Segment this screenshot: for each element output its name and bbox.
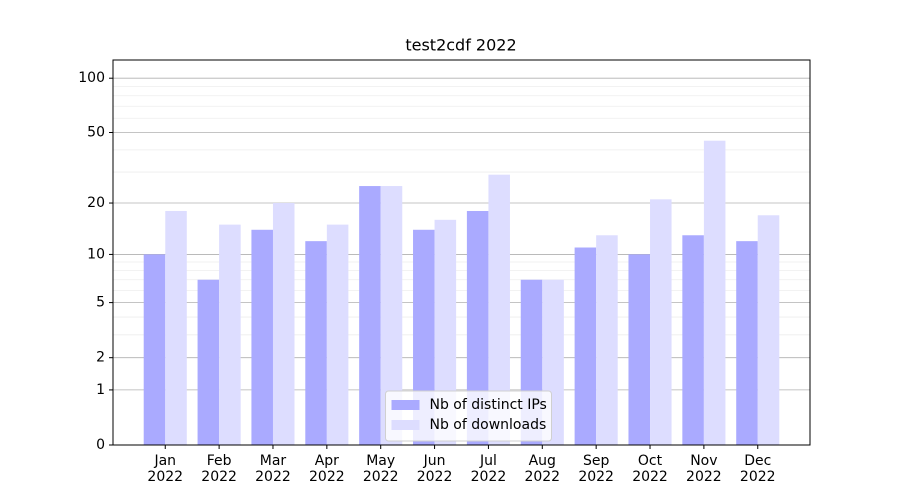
y-tick-label: 5 — [96, 295, 105, 311]
bar — [736, 241, 758, 445]
bar — [488, 174, 510, 445]
bar — [466, 210, 489, 445]
x-tick-label: May 2022 — [362, 453, 399, 485]
x-tick-label: Feb 2022 — [201, 453, 237, 485]
y-tick-label: 20 — [87, 195, 105, 211]
bar — [272, 203, 295, 445]
y-tick-label: 2 — [96, 350, 105, 366]
x-tick-label: Oct 2022 — [632, 453, 668, 485]
bar — [359, 186, 381, 445]
x-tick-label: Jan 2022 — [147, 453, 184, 485]
bar — [757, 215, 780, 445]
bar — [219, 224, 241, 445]
legend-label: Nb of downloads — [430, 417, 547, 433]
bar — [165, 210, 187, 445]
y-tick-label: 1 — [96, 382, 105, 398]
bar — [574, 247, 597, 445]
bar — [434, 219, 457, 445]
bar — [682, 235, 704, 445]
bar — [650, 199, 672, 445]
plot-frame — [112, 59, 811, 446]
bar — [596, 235, 618, 445]
bar — [305, 241, 327, 445]
legend-swatch — [391, 420, 420, 430]
y-tick-label: 100 — [78, 70, 105, 86]
bar — [326, 224, 349, 445]
legend-swatch — [391, 400, 420, 410]
x-tick-label: Nov 2022 — [686, 453, 722, 485]
x-tick-label: Sep 2022 — [578, 453, 614, 485]
legend-box — [385, 390, 552, 442]
bar — [628, 254, 651, 445]
legend-label: Nb of distinct IPs — [430, 397, 547, 413]
y-tick-label: 50 — [87, 125, 105, 141]
x-tick-label: Mar 2022 — [255, 453, 291, 485]
chart-title: test2cdf 2022 — [405, 36, 516, 55]
bar — [703, 140, 726, 445]
x-tick-label: Dec 2022 — [739, 453, 776, 485]
bar — [143, 254, 166, 445]
bar — [251, 229, 273, 445]
x-tick-label: Jun 2022 — [416, 453, 453, 485]
y-tick-label: 10 — [87, 246, 105, 262]
bar — [380, 186, 403, 445]
x-tick-label: Apr 2022 — [309, 453, 345, 485]
bar — [197, 279, 220, 445]
y-tick-label: 0 — [96, 437, 105, 453]
x-tick-label: Jul 2022 — [470, 453, 507, 485]
x-tick-label: Aug 2022 — [524, 453, 561, 485]
